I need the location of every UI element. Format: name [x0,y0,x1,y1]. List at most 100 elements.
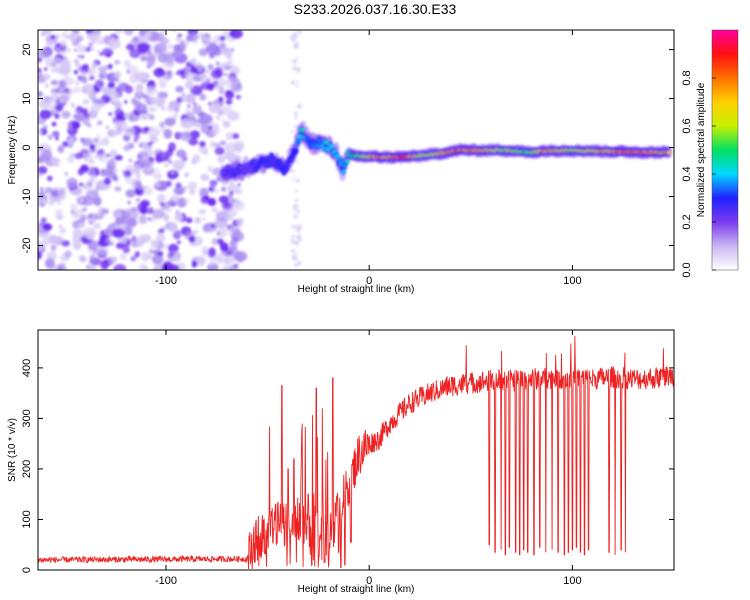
noise-blob [202,217,207,221]
noise-blob [176,149,187,158]
noise-blob [176,69,185,75]
noise-blob [217,155,226,163]
noise-blob [93,252,97,256]
noise-blob [71,121,81,129]
noise-blob [172,255,181,262]
noise-blob [73,113,80,120]
noise-blob [51,121,57,127]
signal-core [263,163,268,168]
noise-blob [52,187,63,198]
noise-blob [86,181,93,187]
noise-blob [59,40,67,47]
noise-blob [47,134,53,140]
spectrogram-y-axis-title: Frequency (Hz) [7,116,18,185]
noise-blob [293,39,296,42]
noise-blob [191,260,198,268]
noise-blob [167,170,179,180]
snr-y-tick-label: 200 [21,460,33,478]
noise-blob [38,250,43,260]
noise-blob [199,74,207,83]
noise-blob [44,258,55,269]
noise-blob [91,97,99,104]
noise-blob [196,61,202,66]
snr-y-tick-label: 400 [21,359,33,377]
noise-blob [177,131,183,139]
noise-blob [110,97,121,105]
noise-blob [97,213,102,217]
noise-blob [231,133,240,140]
noise-blob [215,114,221,121]
noise-blob [50,79,59,86]
signal-core [338,161,344,166]
noise-blob [98,51,104,56]
noise-blob [41,30,53,36]
noise-blob [96,49,100,53]
colorbar-tick-label: 0.2 [681,214,693,229]
noise-blob [215,61,220,66]
noise-blob [208,125,213,130]
noise-blob [38,202,41,207]
noise-blob [64,172,68,176]
noise-blob [163,163,169,168]
noise-blob [184,93,196,104]
noise-blob [92,30,102,37]
noise-blob [58,65,71,76]
noise-blob [193,119,198,123]
noise-blob [98,71,108,80]
noise-blob [114,108,124,118]
noise-blob [292,59,297,64]
noise-blob [184,172,189,178]
noise-blob [64,250,72,258]
spectrogram-noise-layer [38,30,303,270]
noise-blob [76,44,88,54]
signal-core [269,153,274,158]
noise-blob [73,86,82,93]
noise-blob [293,111,298,116]
noise-blob [289,35,295,40]
noise-blob [167,44,174,49]
noise-blob [207,166,213,172]
noise-blob [70,209,75,214]
spectrogram-y-tick-label: 10 [21,92,33,104]
noise-blob [159,228,165,232]
noise-blob [157,67,162,72]
noise-blob [185,112,196,121]
noise-blob [295,84,299,88]
noise-blob [177,33,182,38]
noise-blob [96,141,103,147]
noise-blob [60,46,66,51]
noise-blob [38,49,51,59]
noise-blob [132,165,141,175]
noise-blob [204,70,209,74]
noise-blob [235,94,242,100]
noise-blob [198,48,208,57]
noise-blob [51,130,60,137]
noise-blob [59,227,67,234]
noise-blob [42,195,48,200]
noise-blob [193,229,199,234]
noise-blob [211,167,223,176]
noise-blob [136,83,144,92]
noise-blob [216,189,219,193]
noise-blob [105,52,112,58]
noise-blob [91,47,95,52]
noise-blob [123,99,128,104]
noise-blob [125,176,133,185]
noise-blob [80,164,89,173]
noise-blob [73,59,79,64]
noise-blob [210,223,216,229]
noise-blob [214,66,223,78]
noise-blob [46,175,53,182]
noise-blob [136,42,151,53]
noise-blob [111,158,116,162]
noise-blob [107,81,115,89]
noise-blob [294,116,298,120]
noise-blob [73,70,79,75]
noise-blob [156,230,160,234]
noise-blob [112,228,126,239]
noise-blob [161,106,166,111]
noise-blob [208,186,213,192]
noise-blob [153,67,165,78]
noise-blob [231,231,245,242]
noise-blob [200,173,210,181]
